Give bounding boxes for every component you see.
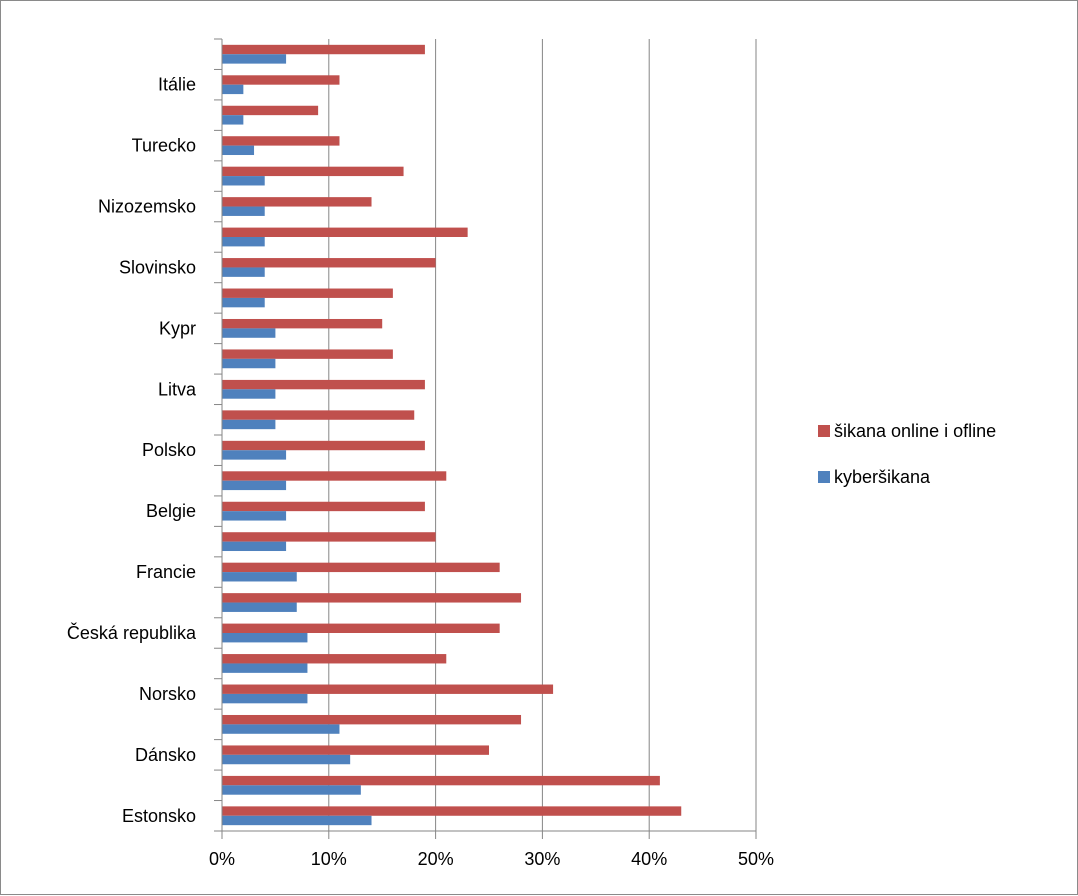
bar-kybersikana [222,420,275,429]
bar-sikana-online-offline [222,289,393,298]
bar-sikana-online-offline [222,349,393,358]
legend-swatch [818,425,830,437]
bar-sikana-online-offline [222,685,553,694]
bar-kybersikana [222,267,265,276]
bar-sikana-online-offline [222,380,425,389]
bar-sikana-online-offline [222,532,436,541]
y-tick-label: Česká republika [67,622,197,643]
bar-kybersikana [222,328,275,337]
bar-sikana-online-offline [222,75,339,84]
y-tick-label: Litva [158,379,197,399]
bar-sikana-online-offline [222,167,404,176]
bar-kybersikana [222,724,339,733]
y-tick-label: Itálie [158,75,196,95]
y-tick-label: Turecko [132,136,196,156]
y-tick-label: Norsko [139,684,196,704]
y-tick-label: Kypr [159,318,196,338]
bar-kybersikana [222,176,265,185]
bar-kybersikana [222,359,275,368]
y-tick-label: Dánsko [135,745,196,765]
bar-kybersikana [222,54,286,63]
bar-sikana-online-offline [222,654,446,663]
x-tick-label: 30% [524,849,560,869]
legend-label: kyberšikana [834,467,931,487]
x-tick-label: 50% [738,849,774,869]
legend-label: šikana online i ofline [834,421,996,441]
x-tick-labels: 0% 10% 20% 30% 40% 50% [209,849,774,869]
bar-sikana-online-offline [222,502,425,511]
bar-kybersikana [222,237,265,246]
bar-kybersikana [222,663,307,672]
bar-sikana-online-offline [222,410,414,419]
bar-kybersikana [222,511,286,520]
bar-kybersikana [222,694,307,703]
bar-kybersikana [222,755,350,764]
y-tick-label: Belgie [146,501,196,521]
bar-sikana-online-offline [222,197,372,206]
bar-sikana-online-offline [222,593,521,602]
bar-kybersikana [222,572,297,581]
bar-sikana-online-offline [222,258,436,267]
y-tick-labels: Estonsko Dánsko Norsko Česká republika Franc… [67,75,197,826]
bar-kybersikana [222,389,275,398]
bar-kybersikana [222,450,286,459]
bar-sikana-online-offline [222,471,446,480]
y-tick-label: Polsko [142,440,196,460]
y-tick-label: Francie [136,562,196,582]
bar-kybersikana [222,298,265,307]
bar-kybersikana [222,816,372,825]
x-tick-label: 40% [631,849,667,869]
legend-swatch [818,471,830,483]
y-tick-label: Slovinsko [119,257,196,277]
y-tick-label: Nizozemsko [98,197,196,217]
bar-kybersikana [222,146,254,155]
x-tick-label: 0% [209,849,235,869]
bar-sikana-online-offline [222,136,339,145]
bars [222,45,681,825]
x-tick-label: 10% [311,849,347,869]
bar-kybersikana [222,207,265,216]
bar-sikana-online-offline [222,228,468,237]
bar-sikana-online-offline [222,106,318,115]
bar-sikana-online-offline [222,624,500,633]
bar-sikana-online-offline [222,745,489,754]
gridlines [329,39,756,831]
legend: šikana online i ofline kyberšikana [818,421,996,487]
bar-sikana-online-offline [222,715,521,724]
bar-kybersikana [222,633,307,642]
bar-sikana-online-offline [222,563,500,572]
bar-kybersikana [222,542,286,551]
bar-kybersikana [222,603,297,612]
bar-sikana-online-offline [222,806,681,815]
y-tick-label: Estonsko [122,806,196,826]
bar-kybersikana [222,115,243,124]
bar-sikana-online-offline [222,319,382,328]
bar-kybersikana [222,85,243,94]
bar-sikana-online-offline [222,776,660,785]
bar-kybersikana [222,785,361,794]
bar-kybersikana [222,481,286,490]
bar-sikana-online-offline [222,45,425,54]
x-tick-label: 20% [418,849,454,869]
bar-sikana-online-offline [222,441,425,450]
